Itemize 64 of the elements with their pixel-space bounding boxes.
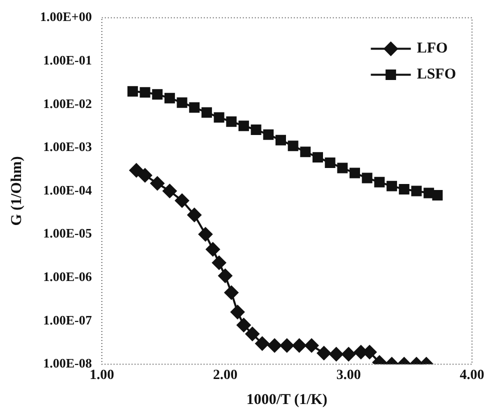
point — [276, 134, 286, 146]
point — [218, 268, 232, 283]
y-tick-label: 1.00E-02 — [43, 96, 92, 111]
point — [212, 256, 226, 270]
legend-label: LFO — [416, 40, 448, 57]
y-tick-label: 1.00E-05 — [43, 226, 92, 241]
x-tick-label: 1.00 — [90, 368, 114, 384]
y-tick-label: 1.00E-08 — [43, 356, 92, 371]
x-tick-label: 4.00 — [460, 368, 484, 384]
legend-label: LSFO — [416, 66, 456, 83]
point — [255, 336, 270, 351]
y-axis-title: G (1/Ohm) — [8, 156, 25, 226]
point — [304, 338, 319, 353]
point — [350, 168, 360, 178]
point — [342, 347, 356, 362]
point — [206, 242, 220, 256]
point — [198, 227, 212, 242]
point — [288, 140, 298, 152]
point — [162, 184, 177, 198]
point — [152, 89, 163, 100]
point — [214, 112, 224, 123]
point — [189, 102, 200, 113]
point — [432, 190, 443, 200]
y-tick-label: 1.00E-06 — [43, 268, 92, 284]
point — [129, 163, 144, 178]
point — [374, 176, 385, 188]
point — [292, 338, 306, 353]
point — [329, 347, 344, 362]
point — [150, 176, 164, 190]
x-axis-title: 1000/T (1/K) — [246, 392, 328, 408]
point — [164, 92, 175, 104]
point — [140, 87, 150, 98]
point — [250, 124, 262, 135]
point — [324, 157, 336, 168]
point — [127, 86, 138, 97]
point — [316, 346, 331, 360]
point — [138, 168, 152, 182]
point — [236, 318, 251, 332]
point — [312, 152, 324, 163]
point — [238, 120, 249, 132]
point — [300, 146, 311, 158]
x-tick-label: 3.00 — [336, 368, 361, 384]
point — [411, 186, 422, 196]
point — [201, 107, 212, 118]
point — [268, 338, 282, 353]
point — [176, 97, 188, 108]
y-tick-label: 1.00E+00 — [40, 9, 92, 24]
point — [226, 116, 237, 127]
x-tick-label: 2.00 — [212, 368, 238, 384]
point — [175, 194, 190, 208]
point — [386, 180, 398, 192]
point — [280, 338, 294, 353]
y-tick-label: 1.00E-01 — [43, 52, 92, 68]
point — [337, 162, 348, 174]
y-tick-label: 1.00E-04 — [43, 182, 92, 198]
point — [398, 184, 410, 194]
point — [245, 326, 260, 341]
point — [224, 286, 238, 300]
point — [263, 129, 274, 140]
point — [230, 305, 245, 320]
point — [187, 208, 202, 222]
y-tick-label: 1.00E-07 — [43, 312, 92, 328]
y-tick-label: 1.00E-03 — [43, 139, 92, 154]
point — [362, 172, 372, 184]
